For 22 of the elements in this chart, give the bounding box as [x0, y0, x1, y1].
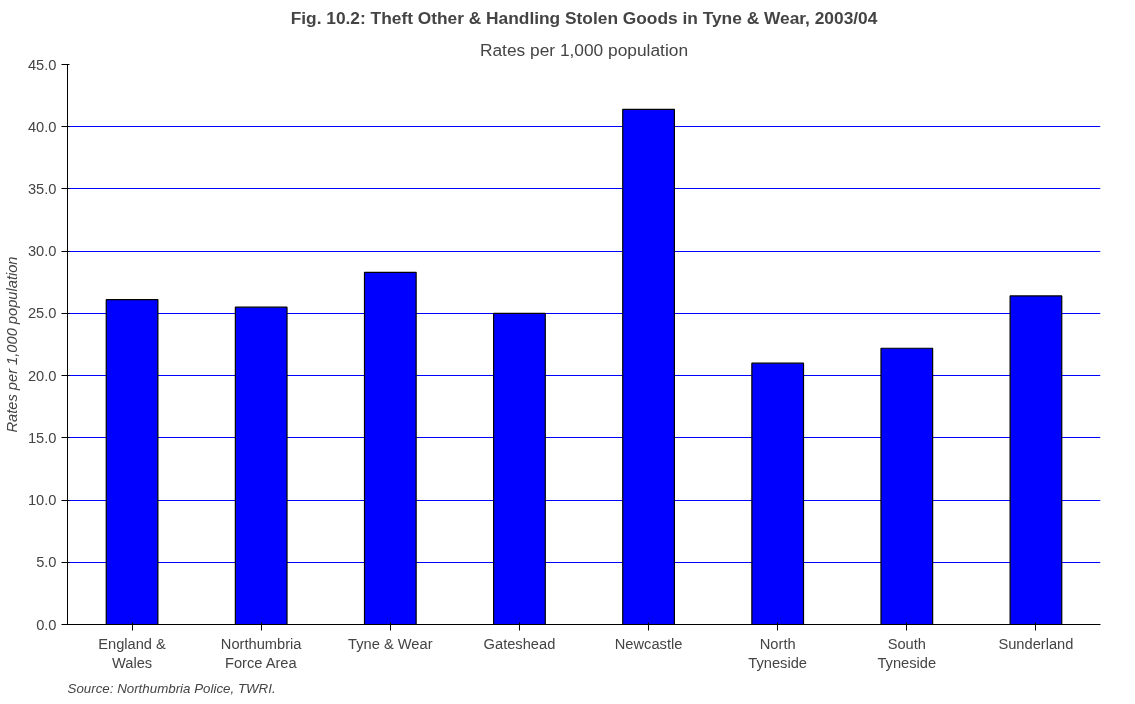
x-tick-label: Gateshead [483, 635, 556, 652]
x-tick-label: Northumbria Force Area [220, 635, 303, 671]
chart-subtitle: Rates per 1,000 population [479, 39, 689, 60]
y-tick-label: 15.0 [27, 429, 57, 446]
x-tick-label: Sunderland [998, 635, 1074, 652]
y-tick-label: 45.0 [27, 56, 57, 73]
y-tick-label: 35.0 [27, 180, 57, 197]
y-tick-label: 40.0 [27, 118, 57, 135]
y-tick-label: 0.0 [36, 616, 57, 633]
x-tick-label: South Tyneside [877, 635, 937, 671]
y-tick-label: 5.0 [36, 554, 57, 571]
y-tick-label: 10.0 [27, 492, 57, 509]
y-axis-title: Rates per 1,000 population [3, 256, 20, 433]
y-tick-label: 30.0 [27, 243, 57, 260]
x-tick-label: Newcastle [614, 635, 683, 652]
x-tick-label: England & Wales [98, 635, 167, 671]
x-tick-label: North Tyneside [748, 635, 808, 671]
chart-title: Fig. 10.2: Theft Other & Handling Stolen Goods in Tyne & Wear, 2003/04 [290, 7, 878, 28]
y-tick-label: 25.0 [27, 305, 57, 322]
y-tick-label: 20.0 [27, 367, 57, 384]
source-note: Source: Northumbria Police, TWRI. [67, 680, 276, 696]
x-tick-label: Tyne & Wear [348, 635, 433, 652]
